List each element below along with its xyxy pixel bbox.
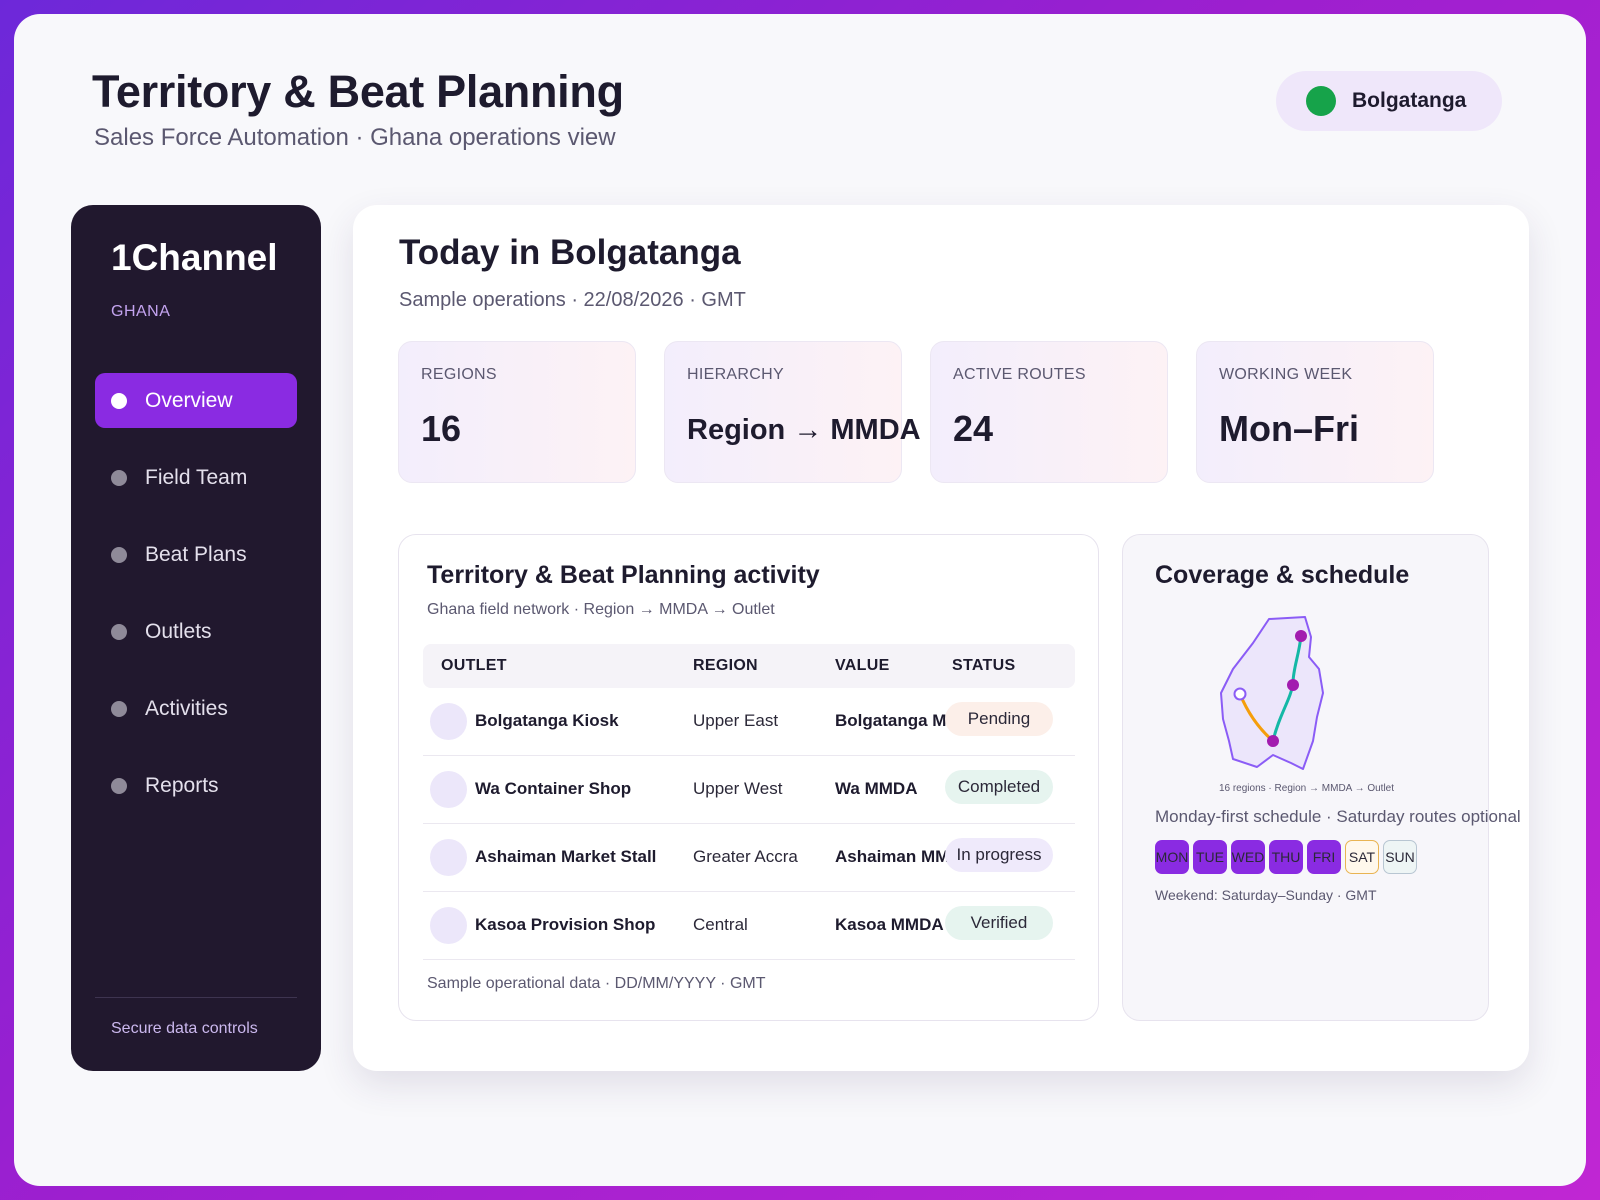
column-header-outlet[interactable]: OUTLET xyxy=(441,657,507,674)
cell-outlet: Kasoa Provision Shop xyxy=(475,915,656,934)
day-chip-tue[interactable]: TUE xyxy=(1193,840,1227,874)
activity-card: Territory & Beat Planning activity Ghana… xyxy=(398,534,1099,1021)
sidebar-item-field-team[interactable]: Field Team xyxy=(95,450,297,505)
nav-dot-icon xyxy=(111,623,127,640)
location-label: Bolgatanga xyxy=(1352,89,1467,112)
coverage-title: Coverage & schedule xyxy=(1155,561,1410,589)
status-badge: In progress xyxy=(945,838,1053,872)
activity-title: Territory & Beat Planning activity xyxy=(427,561,820,589)
cell-outlet: Wa Container Shop xyxy=(475,779,632,798)
column-header-region[interactable]: REGION xyxy=(693,657,758,674)
table-row[interactable]: Kasoa Provision Shop Central Kasoa MMDA … xyxy=(423,892,1075,960)
sidebar-item-label: Overview xyxy=(145,388,233,412)
stat-value: 16 xyxy=(421,408,462,449)
status-badge: Pending xyxy=(945,702,1053,736)
sidebar-item-activities[interactable]: Activities xyxy=(95,681,297,736)
activity-footer: Sample operational data · DD/MM/YYYY · G… xyxy=(427,975,766,992)
day-chip-mon[interactable]: MON xyxy=(1155,840,1189,874)
nav-dot-icon xyxy=(111,469,127,486)
nav-dot-icon xyxy=(111,392,127,409)
sidebar-item-label: Beat Plans xyxy=(145,542,247,566)
stat-card-active-routes: ACTIVE ROUTES 24 xyxy=(930,341,1168,483)
main-panel: Today in Bolgatanga Sample operations · … xyxy=(353,205,1529,1071)
route-stop-center xyxy=(1287,679,1299,691)
day-chip-fri[interactable]: FRI xyxy=(1307,840,1341,874)
ghana-map-icon xyxy=(1220,616,1324,770)
activity-subtitle: Ghana field network · Region → MMDA → Ou… xyxy=(427,601,775,618)
sidebar-item-label: Field Team xyxy=(145,465,248,489)
table-header: OUTLET REGION VALUE STATUS xyxy=(423,644,1075,688)
sidebar-divider xyxy=(95,997,297,998)
app-frame: Territory & Beat Planning Sales Force Au… xyxy=(14,14,1586,1186)
main-title: Today in Bolgatanga xyxy=(399,233,741,272)
sidebar-item-overview[interactable]: Overview xyxy=(95,373,297,428)
column-header-status[interactable]: STATUS xyxy=(952,657,1016,674)
map-caption: 16 regions · Region → MMDA → Outlet xyxy=(1218,783,1395,794)
brand-name: 1Channel xyxy=(111,237,278,278)
table-row[interactable]: Bolgatanga Kiosk Upper East Bolgatanga M… xyxy=(423,688,1075,756)
day-chip-thu[interactable]: THU xyxy=(1269,840,1303,874)
stat-value: Mon–Fri xyxy=(1219,408,1359,449)
cell-value: Kasoa MMDA xyxy=(835,915,944,934)
nav-dot-icon xyxy=(111,777,127,794)
cell-value: Wa MMDA xyxy=(835,779,918,798)
sidebar-item-reports[interactable]: Reports xyxy=(95,758,297,813)
cell-value: Ashaiman MMDA xyxy=(835,847,974,866)
stat-value: 24 xyxy=(953,408,994,449)
stat-label: HIERARCHY xyxy=(687,366,784,383)
outlet-avatar xyxy=(430,839,467,876)
sidebar-item-outlets[interactable]: Outlets xyxy=(95,604,297,659)
sidebar-item-label: Activities xyxy=(145,696,228,720)
sidebar: 1Channel GHANA Overview Field Team Beat … xyxy=(71,205,321,1071)
sidebar-footer-link[interactable]: Secure data controls xyxy=(111,1020,258,1037)
day-chip-sun[interactable]: SUN xyxy=(1383,840,1417,874)
stat-value: Region → MMDA xyxy=(687,414,921,446)
table-row[interactable]: Wa Container Shop Upper West Wa MMDA Com… xyxy=(423,756,1075,824)
outlet-avatar xyxy=(430,703,467,740)
weekend-note: Weekend: Saturday–Sunday · GMT xyxy=(1155,887,1377,903)
page-title: Territory & Beat Planning xyxy=(92,66,624,117)
cell-region: Upper East xyxy=(693,711,779,730)
cell-region: Central xyxy=(693,915,748,934)
coverage-card: Coverage & schedule 16 regions · Region … xyxy=(1122,534,1521,1021)
status-badge: Verified xyxy=(945,906,1053,940)
stat-label: WORKING WEEK xyxy=(1219,366,1353,383)
stat-label: ACTIVE ROUTES xyxy=(953,366,1086,383)
stat-card-hierarchy: HIERARCHY Region → MMDA xyxy=(664,341,921,483)
location-status-dot-icon xyxy=(1306,86,1336,116)
route-stop-south xyxy=(1267,735,1279,747)
day-chip-sat[interactable]: SAT xyxy=(1345,840,1379,874)
sidebar-item-label: Outlets xyxy=(145,619,212,643)
outlet-avatar xyxy=(430,907,467,944)
nav-dot-icon xyxy=(111,546,127,563)
cell-outlet: Ashaiman Market Stall xyxy=(475,847,657,866)
sidebar-item-beat-plans[interactable]: Beat Plans xyxy=(95,527,297,582)
main-subtitle: Sample operations · 22/08/2026 · GMT xyxy=(399,289,746,311)
brand-country: GHANA xyxy=(111,303,171,320)
column-header-value[interactable]: VALUE xyxy=(835,657,890,674)
cell-outlet: Bolgatanga Kiosk xyxy=(475,711,619,730)
stat-label: REGIONS xyxy=(421,366,497,383)
day-chip-wed[interactable]: WED xyxy=(1231,840,1265,874)
weekday-selector: MON TUE WED THU FRI SAT SUN xyxy=(1155,840,1421,874)
page-subtitle: Sales Force Automation · Ghana operation… xyxy=(94,124,616,151)
cell-region: Greater Accra xyxy=(693,847,798,866)
table-row[interactable]: Ashaiman Market Stall Greater Accra Asha… xyxy=(423,824,1075,892)
cell-region: Upper West xyxy=(693,779,783,798)
location-selector[interactable]: Bolgatanga xyxy=(1276,71,1502,131)
sidebar-nav: Overview Field Team Beat Plans Outlets A… xyxy=(95,373,297,835)
stat-card-regions: REGIONS 16 xyxy=(398,341,636,483)
schedule-note: Monday-first schedule · Saturday routes … xyxy=(1155,807,1521,826)
sidebar-item-label: Reports xyxy=(145,773,219,797)
outlet-avatar xyxy=(430,771,467,808)
route-stop-north xyxy=(1295,630,1307,642)
route-stop-west xyxy=(1233,687,1247,701)
nav-dot-icon xyxy=(111,700,127,717)
stat-card-working-week: WORKING WEEK Mon–Fri xyxy=(1196,341,1434,483)
status-badge: Completed xyxy=(945,770,1053,804)
